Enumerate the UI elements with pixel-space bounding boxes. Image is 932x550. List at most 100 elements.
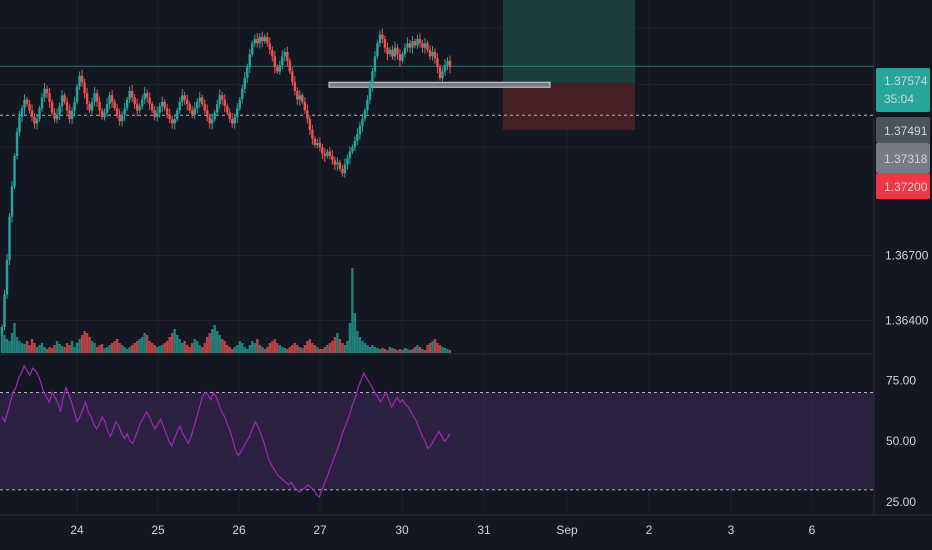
candlesticks bbox=[0, 28, 452, 337]
volume-bar bbox=[148, 341, 151, 353]
volume-bar bbox=[23, 344, 26, 353]
candle-body bbox=[145, 93, 149, 98]
candle-body bbox=[173, 119, 176, 124]
candle-body bbox=[341, 168, 344, 174]
position-tool[interactable] bbox=[503, 0, 635, 130]
volume-bar bbox=[356, 331, 359, 353]
candle-body bbox=[406, 43, 409, 48]
candle-body bbox=[426, 43, 429, 50]
candle-body bbox=[105, 103, 109, 113]
volume-bar bbox=[351, 268, 354, 353]
candle-body bbox=[78, 75, 81, 87]
time-tick-label: Sep bbox=[556, 523, 578, 537]
volume-bar bbox=[145, 335, 149, 353]
volume-bar bbox=[95, 347, 99, 353]
candle-body bbox=[398, 54, 402, 61]
volume-bar bbox=[53, 345, 56, 353]
volume-bar bbox=[298, 347, 302, 353]
volume-bar bbox=[373, 347, 377, 353]
candle-body bbox=[338, 162, 342, 169]
candle-body bbox=[321, 147, 324, 154]
volume-bar bbox=[348, 323, 352, 353]
volume-bar bbox=[431, 341, 434, 353]
profit-zone[interactable] bbox=[503, 0, 635, 84]
volume-bar bbox=[221, 339, 224, 353]
rsi-tick-label: 25.00 bbox=[886, 495, 916, 509]
candle-body bbox=[301, 95, 304, 102]
volume-bar bbox=[115, 339, 119, 353]
volume-bar bbox=[381, 348, 384, 353]
volume-bar bbox=[291, 345, 294, 353]
volume-bar bbox=[358, 337, 362, 353]
volume-bar bbox=[206, 337, 209, 353]
entry-level-box[interactable] bbox=[328, 81, 551, 88]
level-label-2-background bbox=[876, 143, 930, 173]
volume-bar bbox=[363, 343, 367, 353]
time-tick-label: 6 bbox=[809, 523, 816, 537]
rsi-line bbox=[1, 364, 451, 499]
candle-body bbox=[20, 108, 24, 117]
volume-bar bbox=[133, 343, 136, 353]
volume-bar bbox=[125, 349, 129, 353]
volume-bar bbox=[401, 350, 404, 353]
level-label-1[interactable]: 1.37491 bbox=[876, 117, 930, 143]
candle-body bbox=[175, 110, 179, 120]
volume-bar bbox=[378, 349, 382, 353]
current-price-label[interactable]: 1.37574 35:04 bbox=[876, 68, 930, 112]
candle-body bbox=[153, 110, 156, 117]
volume-bar bbox=[293, 343, 297, 353]
candle-body bbox=[278, 64, 282, 72]
level-label-3[interactable]: 1.37200 bbox=[876, 173, 930, 199]
candle-body bbox=[186, 99, 189, 104]
time-tick-label: 2 bbox=[646, 523, 653, 537]
volume-bar bbox=[303, 345, 307, 353]
volume-bar bbox=[3, 335, 6, 353]
volume-bar bbox=[100, 344, 104, 353]
volume-bar bbox=[436, 343, 439, 353]
loss-zone[interactable] bbox=[503, 83, 635, 130]
candle-body bbox=[316, 142, 319, 146]
volume-bar bbox=[271, 341, 274, 353]
candle-body bbox=[298, 95, 302, 100]
candle-body bbox=[428, 49, 432, 57]
candle-body bbox=[443, 64, 447, 72]
volume-bar bbox=[83, 331, 86, 353]
volume-bar bbox=[268, 343, 271, 353]
volume-bar bbox=[15, 337, 19, 353]
current-price-label-background bbox=[876, 68, 930, 112]
volume-bar bbox=[411, 349, 414, 353]
volume-bar bbox=[376, 348, 379, 353]
candle-body bbox=[251, 43, 254, 55]
volume-bar bbox=[8, 341, 11, 353]
candle-body bbox=[83, 82, 86, 94]
volume-bar bbox=[138, 339, 141, 353]
volume-bar bbox=[233, 347, 236, 353]
volume-bar bbox=[261, 347, 264, 353]
volume-bar bbox=[448, 350, 452, 353]
candle-body bbox=[193, 108, 196, 115]
candle-body bbox=[248, 54, 251, 68]
volume-bar bbox=[163, 343, 166, 353]
candle-body bbox=[303, 101, 307, 111]
volume-bar bbox=[105, 347, 109, 353]
candle-body bbox=[221, 95, 224, 100]
price-axis[interactable]: 1.37574 35:04 1.37491 1.37318 1.37200 1.36700… bbox=[876, 68, 930, 509]
candle-body bbox=[135, 103, 139, 111]
candle-body bbox=[308, 119, 312, 130]
volume-bar bbox=[13, 323, 16, 353]
volume-bar bbox=[88, 337, 91, 353]
volume-bar bbox=[318, 349, 322, 353]
rsi-tick-label: 50.00 bbox=[886, 434, 916, 448]
volume-bar bbox=[45, 349, 49, 353]
volume-bar bbox=[28, 345, 31, 353]
volume-bar bbox=[256, 339, 259, 353]
volume-bar bbox=[251, 341, 254, 353]
candle-body bbox=[181, 95, 184, 102]
candle-body bbox=[123, 108, 126, 115]
candle-body bbox=[421, 43, 424, 48]
volume-bar bbox=[60, 346, 64, 353]
candle-body bbox=[93, 93, 96, 102]
level-label-2[interactable]: 1.37318 bbox=[876, 143, 930, 173]
time-axis[interactable]: 24 25 26 27 30 31 Sep 2 3 6 bbox=[70, 523, 815, 537]
